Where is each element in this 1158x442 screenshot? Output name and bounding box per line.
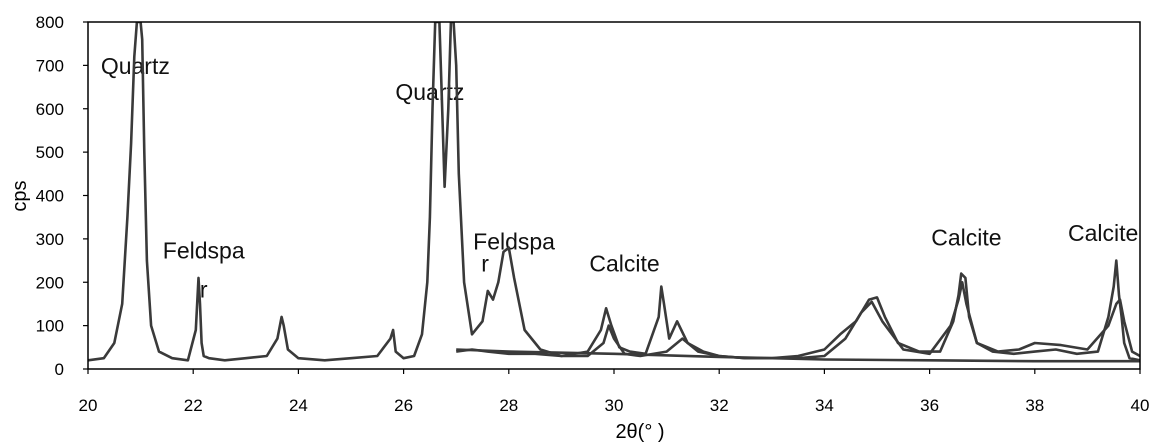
x-tick-label: 36 (920, 396, 939, 415)
peak-annotation: Quartz (395, 79, 464, 105)
peak-annotation: r (481, 250, 489, 276)
x-tick-label: 40 (1131, 396, 1150, 415)
x-axis: 20 22 24 26 28 30 32 34 36 38 40 (79, 369, 1150, 415)
y-tick-label: 600 (36, 100, 64, 119)
x-tick-label: 24 (289, 396, 308, 415)
y-tick-label: 0 (55, 360, 64, 379)
x-tick-label: 34 (815, 396, 834, 415)
diffraction-trace-1 (88, 22, 1140, 362)
y-tick-label: 400 (36, 187, 64, 206)
chart-traces (88, 22, 1140, 363)
x-tick-label: 20 (79, 396, 98, 415)
y-tick-label: 500 (36, 143, 64, 162)
x-tick-label: 26 (394, 396, 413, 415)
y-axis-title: cps (9, 180, 31, 211)
peak-annotation: Calcite (589, 250, 659, 276)
y-tick-label: 700 (36, 56, 64, 75)
plot-area-frame (87, 21, 1141, 370)
x-tick-label: 30 (605, 396, 624, 415)
diffraction-trace-3 (456, 348, 1140, 363)
y-axis: 0 100 200 300 400 500 600 700 800 (36, 13, 88, 379)
peak-annotation: Feldspa (163, 237, 245, 263)
x-tick-label: 28 (499, 396, 518, 415)
x-tick-label: 32 (710, 396, 729, 415)
x-tick-label: 38 (1025, 396, 1044, 415)
diffraction-trace-2 (456, 281, 1140, 360)
y-tick-label: 200 (36, 273, 64, 292)
peak-annotation: Calcite (1068, 220, 1138, 246)
y-tick-label: 800 (36, 13, 64, 32)
y-tick-label: 100 (36, 317, 64, 336)
y-tick-label: 300 (36, 230, 64, 249)
x-tick-label: 22 (184, 396, 203, 415)
peak-annotation: Calcite (931, 224, 1001, 250)
peak-annotation: r (200, 276, 208, 302)
x-axis-title: 2θ(° ) (615, 421, 664, 442)
peak-annotation: Feldspa (473, 229, 555, 255)
